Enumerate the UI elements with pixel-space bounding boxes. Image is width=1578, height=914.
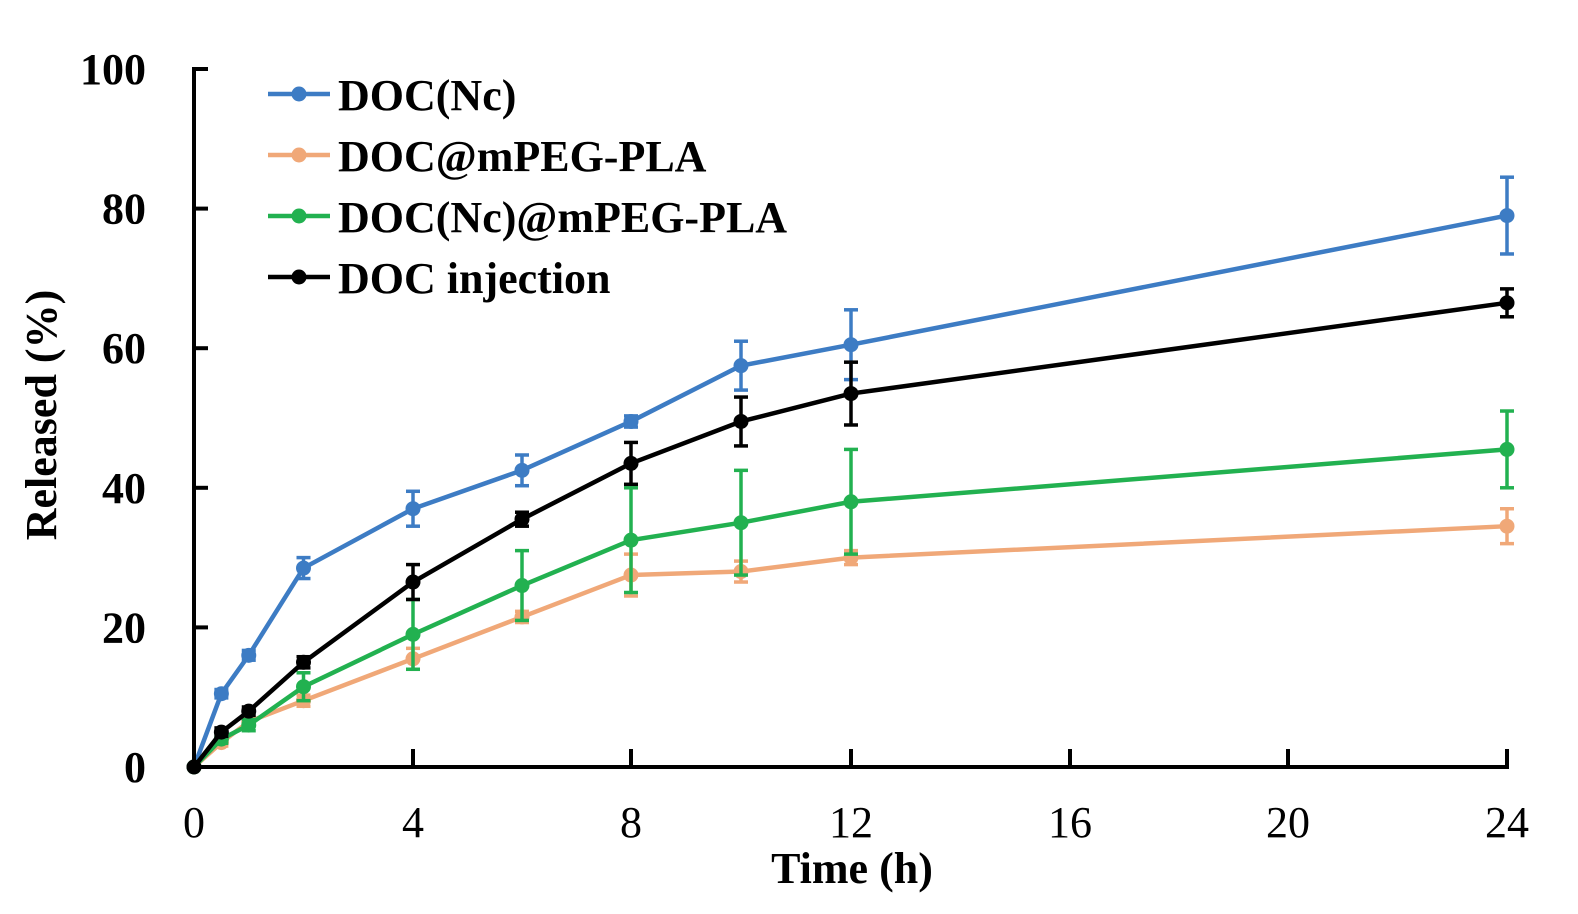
legend: DOC(Nc) DOC@mPEG-PLA DOC(Nc)@mPEG-PLA DOC i… [268,71,787,303]
data-point [213,686,229,702]
data-point [1499,518,1515,534]
y-tick-label: 100 [80,45,146,94]
data-point [1499,295,1515,311]
data-point [623,532,639,548]
series-doc-injection [186,287,1515,775]
x-tick-label: 20 [1266,798,1310,847]
data-point [405,501,421,517]
legend-label: DOC(Nc) [338,71,516,120]
series-line [191,213,1508,768]
data-point [843,386,859,402]
x-tick-label: 8 [620,798,642,847]
data-point [514,462,530,478]
data-point [241,703,257,719]
legend-entry: DOC injection [268,254,611,303]
x-tick-label: 16 [1048,798,1092,847]
data-point [623,413,639,429]
data-point [213,724,229,740]
y-tick-label: 20 [102,603,146,652]
legend-label: DOC(Nc)@mPEG-PLA [338,193,787,242]
y-tick-label: 80 [102,185,146,234]
data-point [405,574,421,590]
legend-label: DOC@mPEG-PLA [338,132,707,181]
legend-entry: DOC(Nc)@mPEG-PLA [268,193,787,242]
series-line [192,300,1508,769]
x-tick-label: 0 [183,798,205,847]
data-point [241,647,257,663]
data-point [623,455,639,471]
series-line [192,447,1508,769]
legend-entry: DOC(Nc) [268,71,516,120]
x-tick-label: 24 [1485,798,1529,847]
legend-entry: DOC@mPEG-PLA [268,132,707,181]
data-point [733,358,749,374]
y-tick-label: 60 [102,324,146,373]
legend-label: DOC injection [338,254,611,303]
x-tick-label: 4 [402,798,424,847]
data-point [514,511,530,527]
data-point [1499,441,1515,457]
y-tick-label: 0 [124,743,146,792]
legend-marker [291,86,307,102]
data-point [296,654,311,670]
y-axis-title: Released (%) [17,290,66,541]
y-tick-label: 40 [102,464,146,513]
x-axis-title: Time (h) [771,844,933,893]
data-point [733,413,749,429]
series-doc-nc-mpeg-pla [186,409,1515,775]
x-tick-label: 12 [829,798,873,847]
data-point [296,679,311,695]
legend-marker [291,208,307,224]
plot-layer [186,175,1515,775]
data-point [405,626,421,642]
axes-layer: 0 20 40 60 80 100 0 4 8 12 16 20 24 [80,45,1529,847]
data-point [733,515,749,531]
data-point [241,717,257,733]
data-point [1499,208,1515,224]
legend-marker [291,147,307,163]
legend-marker [291,269,307,285]
data-point [514,578,530,594]
data-point [843,494,859,510]
data-point [296,560,311,576]
data-point [843,337,859,353]
